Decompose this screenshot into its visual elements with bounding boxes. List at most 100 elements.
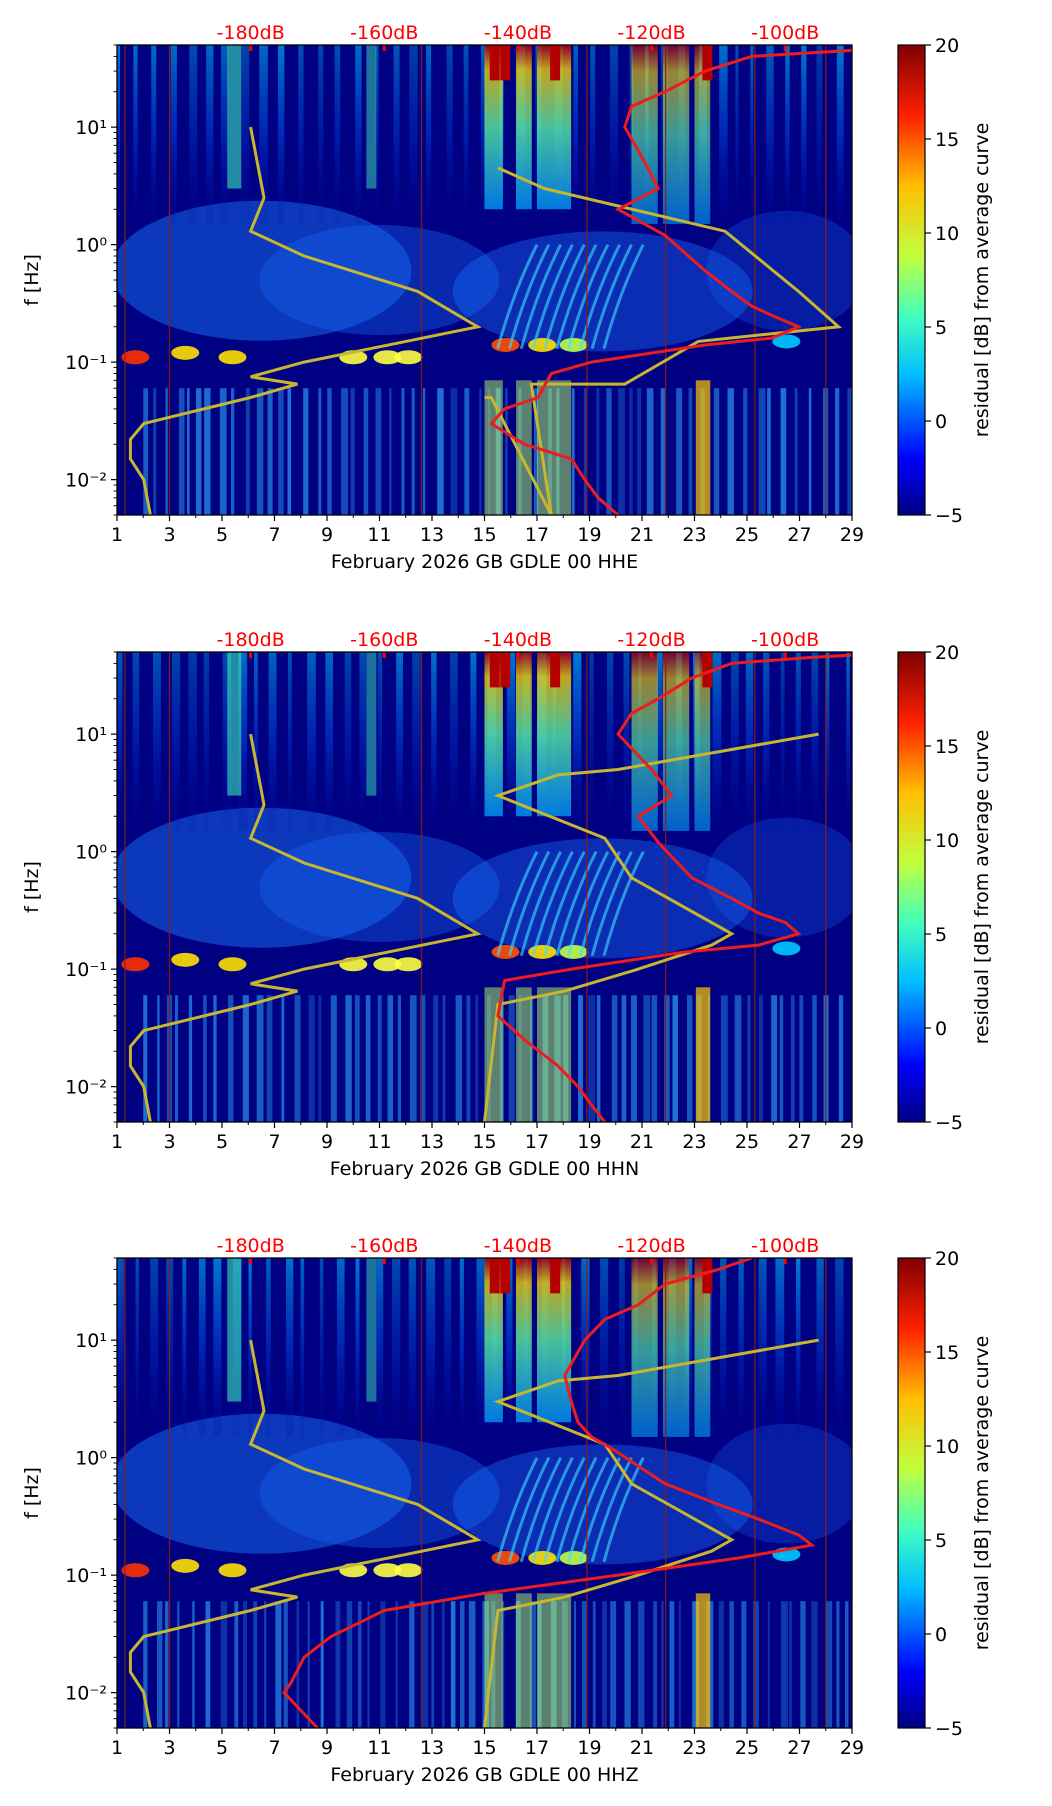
spectrogram-streak: [151, 45, 157, 224]
spectrogram-streak: [618, 1258, 625, 1437]
spectrogram-streak: [143, 1601, 148, 1728]
microseism-blob: [491, 337, 520, 352]
spectrogram-streak: [170, 45, 177, 224]
x-tick-label: 25: [735, 524, 759, 546]
spectrogram-streak: [571, 388, 575, 515]
spectrogram-streak: [816, 1258, 824, 1437]
spectrogram-streak: [676, 388, 683, 515]
x-tick-label: 13: [420, 1131, 444, 1153]
x-tick-label: 5: [216, 524, 228, 546]
colorbar: [897, 651, 926, 1123]
colorbar-tick-label: −5: [935, 505, 963, 527]
spectrogram-streak: [220, 45, 229, 224]
x-tick-label: 15: [472, 524, 496, 546]
spectrogram-streak: [308, 995, 315, 1122]
storm-hotspot: [489, 45, 500, 81]
microseism-blob: [171, 345, 200, 360]
spectrogram-streak: [692, 1601, 700, 1728]
dispersion-streak: [602, 243, 645, 350]
spectrogram-streak: [222, 652, 232, 831]
spectrogram-streak: [812, 995, 817, 1122]
microseism-blob: [772, 941, 801, 956]
spectrogram-streak: [245, 388, 250, 515]
spectrogram-streak: [227, 652, 242, 796]
spectrogram-streak: [387, 995, 394, 1122]
spectrogram-streak: [588, 995, 596, 1122]
spectrogram-streak: [380, 1601, 386, 1728]
y-axis-label: f [Hz]: [21, 254, 43, 306]
spectrogram-texture: [117, 1258, 852, 1728]
colorbar-tick-label: 20: [935, 1248, 959, 1270]
spectrogram-streak: [287, 388, 292, 515]
spectrogram-storm-band: [695, 1593, 711, 1728]
spectrogram-streak: [336, 1258, 345, 1437]
spectrogram-streak: [727, 388, 734, 515]
spectrogram-streak: [463, 45, 469, 224]
y-tick-label: 10⁻²: [65, 1683, 107, 1705]
x-tick-label: 9: [321, 524, 333, 546]
dispersion-streak: [555, 1456, 598, 1563]
x-tick-label: 5: [216, 1737, 228, 1759]
spectrogram-streak: [256, 388, 264, 515]
spectrogram-streak: [795, 1258, 801, 1437]
spectrogram-streak: [157, 995, 160, 1122]
spectrogram-streak: [177, 1601, 180, 1728]
spectrogram-streak: [624, 1601, 631, 1728]
db-scale-label: -120dB: [617, 1235, 685, 1257]
spectrogram-streak: [611, 995, 618, 1122]
db-scale-label: -160dB: [350, 1235, 418, 1257]
spectrogram-streak: [409, 45, 418, 224]
db-scale-label: -180dB: [217, 22, 285, 44]
spectrogram-streak: [753, 1601, 759, 1728]
spectrogram-storm-band: [537, 380, 572, 515]
db-scale-label: -120dB: [617, 629, 685, 651]
spectrogram-streak: [573, 45, 578, 224]
spectrogram-streak: [713, 388, 720, 515]
x-tick-label: 13: [420, 1737, 444, 1759]
x-tick-label: 21: [630, 1737, 654, 1759]
microseism-blob: [373, 1563, 402, 1578]
db-scale-label: -160dB: [350, 629, 418, 651]
colorbar-tick-label: 20: [935, 35, 959, 57]
spectrogram-streak: [117, 652, 123, 831]
x-tick-label: 15: [472, 1737, 496, 1759]
spectrogram-streak: [307, 1601, 310, 1728]
spectrogram-streak: [629, 388, 633, 515]
x-tick-label: 21: [630, 1131, 654, 1153]
spectrogram-streak: [287, 652, 292, 831]
spectrogram-streak: [203, 995, 207, 1122]
spectrogram-streak: [363, 388, 369, 515]
spectrogram-streak: [192, 1601, 195, 1728]
x-tick-label: 1: [111, 524, 123, 546]
spectrogram-streak: [686, 995, 693, 1122]
spectrogram-streak: [319, 1258, 324, 1437]
microseism-blob: [218, 957, 247, 972]
spectrogram-streak: [234, 1601, 239, 1728]
spectrogram-streak: [133, 45, 138, 224]
colorbar-label: residual [dB] from average curve: [971, 730, 993, 1045]
spectrogram-storm-band: [516, 45, 532, 210]
colorbar-tick-label: 0: [935, 1624, 947, 1646]
spectrogram-streak: [578, 995, 583, 1122]
spectrogram-storm-band: [695, 380, 711, 515]
storm-hotspot: [550, 1258, 561, 1294]
yellow-reference-curve: [128, 126, 482, 515]
spectrogram-streak: [325, 652, 334, 831]
spectrogram-streak: [688, 388, 693, 515]
spectrogram-streak: [150, 1258, 159, 1437]
x-tick-label: 7: [268, 1737, 280, 1759]
spectrogram-streak: [367, 1601, 370, 1728]
spectrogram-streak: [392, 1258, 401, 1437]
spectrogram-streak: [203, 652, 210, 831]
spectrogram-streak: [801, 45, 807, 224]
spectrogram-streak: [643, 995, 651, 1122]
spectrogram-streak: [285, 1258, 294, 1437]
microseism-blob: [121, 350, 150, 365]
spectrogram-streak: [800, 1601, 806, 1728]
spectrogram-streak: [811, 652, 819, 831]
db-scale-label: -140dB: [484, 22, 552, 44]
x-tick-label: 5: [216, 1131, 228, 1153]
spectrogram-streak: [135, 1258, 139, 1437]
spectrogram-streak: [583, 388, 587, 515]
x-tick-label: 19: [577, 1737, 601, 1759]
